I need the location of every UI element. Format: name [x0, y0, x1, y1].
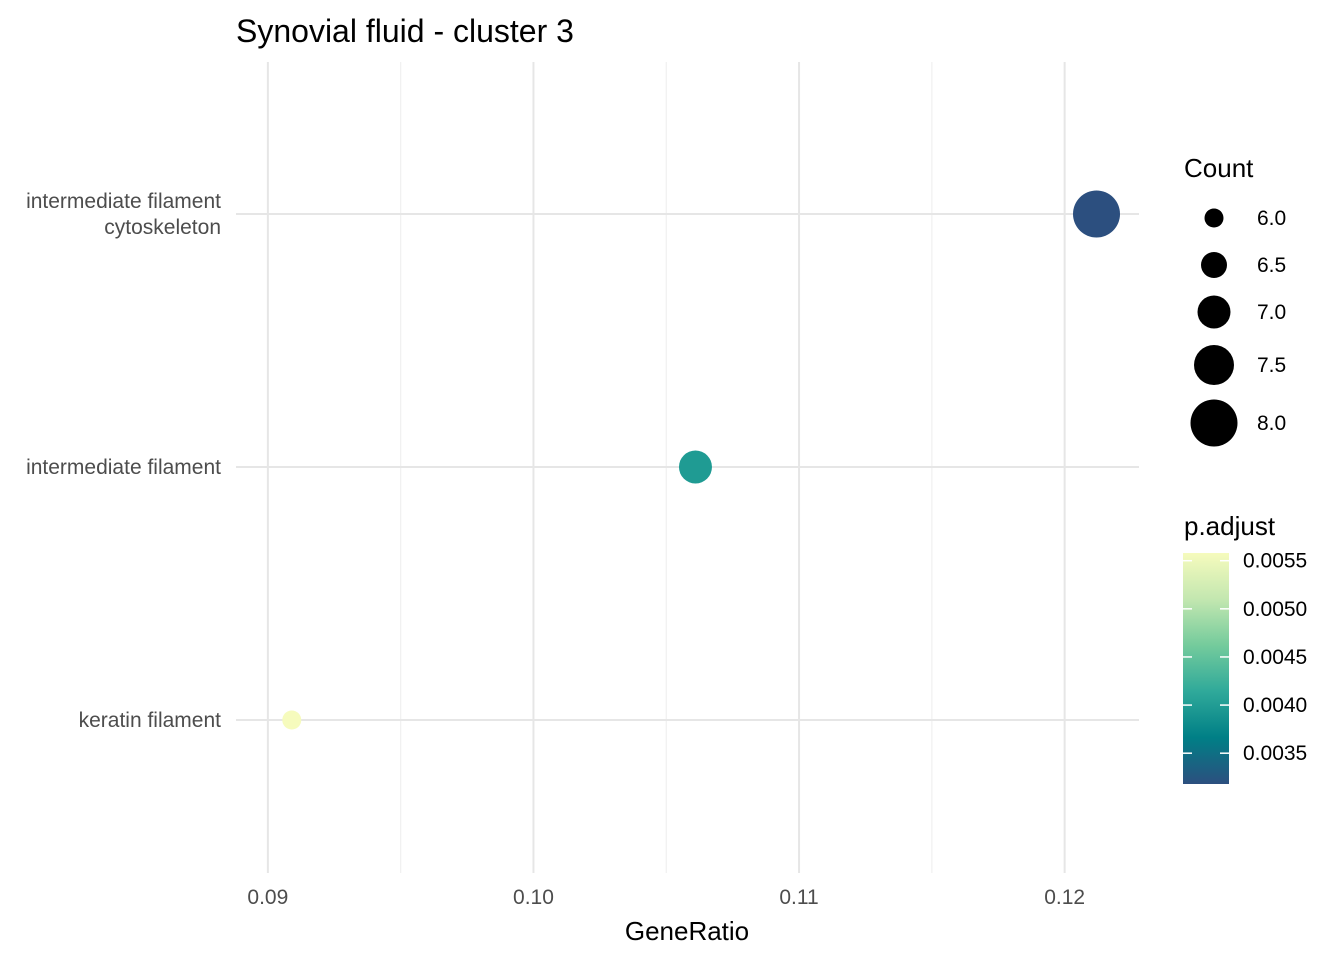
x-tick-label: 0.12	[1044, 886, 1085, 909]
x-tick-label: 0.10	[513, 886, 554, 909]
p-adjust-color-legend: p.adjust 0.0055 0.0050 0.0045 0.0040 0.0035	[1183, 511, 1307, 784]
colorbar-label: 0.0055	[1243, 550, 1307, 573]
x-tick-label: 0.11	[779, 886, 818, 909]
x-tick-label: 0.09	[247, 886, 288, 909]
size-legend-key	[1201, 252, 1227, 278]
count-legend-title: Count	[1184, 153, 1254, 183]
data-point	[678, 450, 712, 484]
colorbar-label: 0.0045	[1243, 646, 1307, 669]
y-tick-label: keratin filament	[79, 709, 222, 732]
data-point	[1073, 190, 1121, 238]
y-tick-label-line: keratin filament	[79, 709, 222, 732]
x-axis-title: GeneRatio	[625, 916, 749, 946]
size-legend-key	[1197, 295, 1231, 329]
data-points	[282, 190, 1121, 730]
y-tick-label-line: cytoskeleton	[104, 216, 221, 239]
size-legend-key	[1190, 399, 1238, 447]
size-legend-label: 7.0	[1257, 301, 1286, 324]
p-adjust-legend-title: p.adjust	[1184, 511, 1276, 541]
y-tick-label: intermediate filament	[26, 456, 221, 479]
colorbar-label: 0.0040	[1243, 694, 1307, 717]
size-legend-label: 6.5	[1257, 254, 1286, 277]
chart-title: Synovial fluid - cluster 3	[236, 13, 574, 49]
size-legend-key	[1204, 208, 1224, 228]
y-tick-label-line: intermediate filament	[26, 190, 221, 213]
colorbar-label: 0.0035	[1243, 742, 1307, 765]
size-legend-key	[1194, 345, 1234, 385]
colorbar-label: 0.0050	[1243, 598, 1307, 621]
p-adjust-colorbar	[1183, 553, 1229, 784]
y-axis-tick-labels: intermediate filament cytoskeletoninterme…	[26, 190, 221, 732]
size-legend-label: 6.0	[1257, 207, 1286, 230]
y-tick-label: intermediate filament cytoskeleton	[26, 190, 221, 239]
data-point	[282, 710, 302, 730]
size-legend-label: 8.0	[1257, 412, 1286, 435]
size-legend-label: 7.5	[1257, 354, 1286, 377]
count-size-legend: Count 6.0 6.5 7.0 7.5 8.0	[1184, 153, 1286, 447]
y-tick-label-line: intermediate filament	[26, 456, 221, 479]
x-axis-tick-labels: 0.09 0.10 0.11 0.12	[247, 886, 1085, 909]
